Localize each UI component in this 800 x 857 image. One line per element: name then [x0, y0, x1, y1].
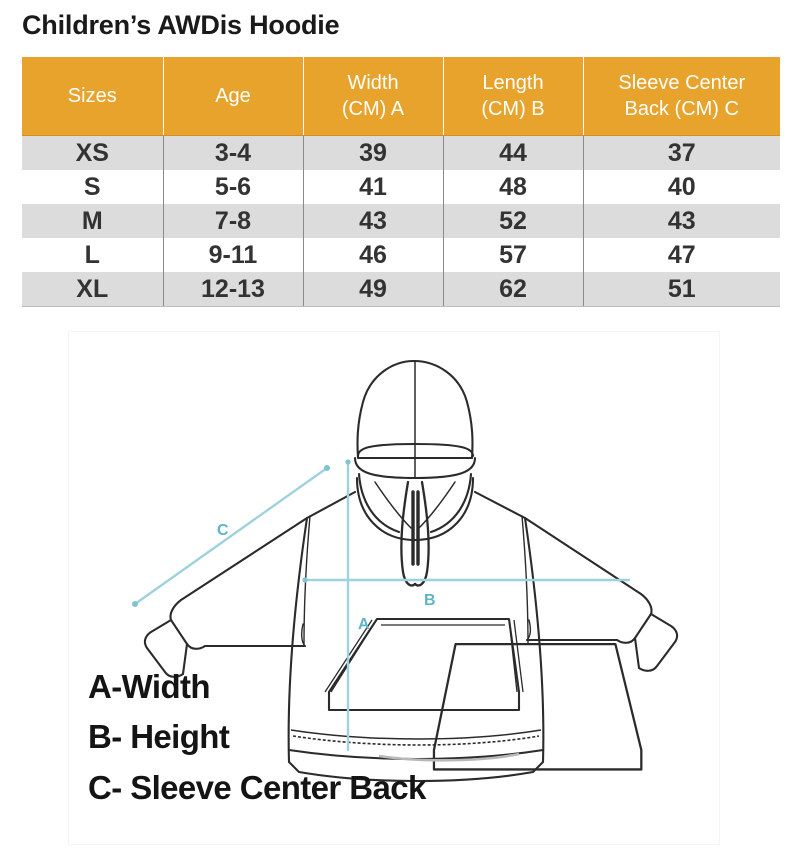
column-header-width-line1: Width — [347, 71, 399, 94]
size-chart-container: Sizes Age Width (CM) A Length (CM) B Sle… — [22, 57, 780, 307]
cell-sleeve: 47 — [583, 238, 780, 272]
right-sleeve-underarm — [526, 619, 532, 641]
cell-size: M — [22, 204, 164, 238]
hood-inner-left — [357, 472, 401, 534]
pocket-left-opening — [330, 618, 378, 693]
cell-sleeve: 51 — [583, 272, 780, 307]
hood-inner-right — [429, 472, 473, 534]
column-header-sleeve-line1: Sleeve Center — [618, 71, 746, 94]
table-row: XL 12-13 49 62 51 — [22, 272, 780, 307]
cell-width: 41 — [303, 170, 444, 204]
pocket-main — [432, 643, 643, 771]
cell-length: 57 — [443, 238, 584, 272]
table-header-row: Sizes Age Width (CM) A Length (CM) B Sle… — [22, 57, 780, 136]
shoulder-seam-right — [521, 515, 529, 645]
column-header-sleeve: Sleeve Center Back (CM) C — [583, 57, 780, 136]
cell-length: 48 — [443, 170, 584, 204]
cell-width: 46 — [303, 238, 444, 272]
measurement-legend: A-Width B- Height C- Sleeve Center Back — [88, 662, 426, 813]
hem-rib-top — [290, 729, 542, 740]
cell-length: 62 — [443, 272, 584, 307]
size-chart-table: Sizes Age Width (CM) A Length (CM) B Sle… — [22, 57, 780, 307]
cell-sleeve: 40 — [583, 170, 780, 204]
measure-label-c: C — [217, 522, 229, 539]
hood-fold-right — [418, 481, 456, 529]
table-row: XS 3-4 39 44 37 — [22, 135, 780, 170]
cell-age: 3-4 — [163, 135, 304, 170]
right-cuff — [633, 612, 679, 672]
hood-fold-left — [374, 481, 412, 529]
measure-b-endpoint-left — [302, 577, 308, 583]
cell-width: 39 — [303, 135, 444, 170]
hem-rib-dash — [292, 735, 540, 746]
cell-width: 49 — [303, 272, 444, 307]
page-title: Children’s AWDis Hoodie — [22, 10, 340, 40]
cell-age: 7-8 — [163, 204, 304, 238]
cell-sleeve: 43 — [583, 204, 780, 238]
legend-line-a: A-Width — [88, 668, 211, 705]
cell-length: 52 — [443, 204, 584, 238]
cell-age: 5-6 — [163, 170, 304, 204]
left-cuff — [143, 618, 189, 678]
column-header-length: Length (CM) B — [443, 57, 584, 136]
column-header-age: Age — [163, 57, 304, 136]
left-sleeve — [169, 516, 309, 650]
legend-line-c: C- Sleeve Center Back — [88, 768, 426, 806]
column-header-width-line2: (CM) A — [341, 98, 405, 120]
cell-size: XS — [22, 135, 164, 170]
measure-c-endpoint-start — [132, 601, 138, 607]
illustration-panel: A B C — [68, 331, 720, 845]
measure-label-b: B — [424, 592, 436, 609]
table-row: S 5-6 41 48 40 — [22, 170, 780, 204]
cell-size: L — [22, 238, 164, 272]
measure-endpoints — [132, 459, 351, 607]
cell-sleeve: 37 — [583, 135, 780, 170]
column-header-length-line2: (CM) B — [481, 98, 545, 120]
column-header-sizes-line1: Sizes — [67, 84, 117, 107]
table-row: L 9-11 46 57 47 — [22, 238, 780, 272]
measure-a-endpoint-top — [345, 459, 351, 465]
drawstring-left — [400, 480, 417, 587]
cell-width: 43 — [303, 204, 444, 238]
drawstring-right — [413, 480, 430, 587]
cell-length: 44 — [443, 135, 584, 170]
left-sleeve-underarm — [300, 623, 306, 647]
measure-c-endpoint-end — [324, 465, 330, 471]
size-chart-header: Sizes Age Width (CM) A Length (CM) B Sle… — [22, 57, 780, 136]
table-row: M 7-8 43 52 43 — [22, 204, 780, 238]
column-header-age-line1: Age — [215, 84, 251, 107]
column-header-length-line1: Length — [482, 71, 544, 94]
pocket-right-opening-inner — [513, 619, 524, 693]
legend-line-b: B- Height — [88, 718, 230, 756]
pocket-right-opening — [508, 618, 518, 693]
right-sleeve — [523, 516, 653, 644]
neck-opening — [355, 476, 475, 542]
column-header-width: Width (CM) A — [303, 57, 444, 136]
column-header-sizes: Sizes — [22, 57, 164, 136]
cell-size: S — [22, 170, 164, 204]
hoodie-illustration-svg: A B C — [132, 359, 679, 783]
cell-size: XL — [22, 272, 164, 307]
hem-shadow — [378, 752, 520, 762]
size-chart-body: XS 3-4 39 44 37 S 5-6 41 48 40 M 7-8 43 … — [22, 135, 780, 307]
measure-line-c — [133, 466, 329, 606]
column-header-sleeve-line2: Back (CM) C — [624, 98, 739, 120]
measure-label-a: A — [358, 616, 370, 633]
cell-age: 9-11 — [163, 238, 304, 272]
cell-age: 12-13 — [163, 272, 304, 307]
